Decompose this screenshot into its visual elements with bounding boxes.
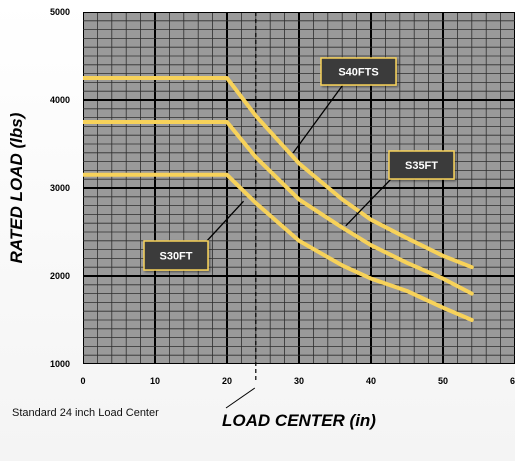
reference-line-label: Standard 24 inch Load Center [12, 407, 159, 419]
callout-s30ft: S30FT [143, 200, 245, 271]
callout-label: S40FTS [338, 67, 378, 79]
reference-note-leader [225, 387, 256, 409]
x-tick-label: 60 [510, 376, 515, 386]
y-axis-title: RATED LOAD (lbs) [7, 112, 26, 263]
x-tick-label: 20 [222, 376, 232, 386]
x-tick-label: 30 [294, 376, 304, 386]
x-axis-title: LOAD CENTER (in) [222, 411, 376, 430]
y-tick-label: 1000 [50, 359, 70, 369]
tick-labels: 0 10 20 30 40 50 60 1000 2000 3000 4000 5000 [50, 7, 515, 386]
y-tick-label: 3000 [50, 183, 70, 193]
callout-leader-line [292, 81, 346, 154]
series-lines [83, 76, 474, 322]
series-line-s40fts [83, 76, 474, 270]
y-tick-label: 2000 [50, 271, 70, 281]
series-line-s35ft [83, 120, 474, 296]
x-tick-label: 50 [438, 376, 448, 386]
y-tick-label: 4000 [50, 95, 70, 105]
x-tick-label: 40 [366, 376, 376, 386]
callout-label: S35FT [405, 160, 438, 172]
callout-leader-line [345, 177, 393, 227]
callout-box [388, 150, 455, 180]
x-tick-label: 0 [80, 376, 85, 386]
callout-s35ft: S35FT [345, 150, 455, 227]
callout-box [143, 240, 209, 271]
x-tick-label: 10 [150, 376, 160, 386]
callout-label: S30FT [159, 251, 192, 263]
grid [83, 12, 515, 364]
callout-leader-line [204, 200, 245, 244]
callouts: S40FTS S35FT S30FT [143, 57, 455, 271]
callout-s40fts: S40FTS [292, 57, 397, 154]
series-line-s30ft [83, 172, 474, 322]
reference-note: Standard 24 inch Load Center [12, 387, 256, 419]
callout-box [320, 57, 397, 86]
y-tick-label: 5000 [50, 7, 70, 17]
